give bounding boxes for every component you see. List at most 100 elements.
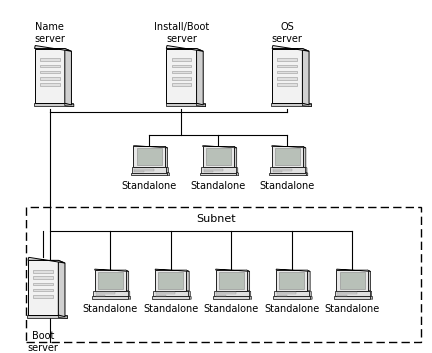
Bar	[340, 271, 365, 289]
Polygon shape	[65, 103, 74, 107]
Bar	[271, 103, 311, 106]
Polygon shape	[126, 270, 129, 291]
Bar	[203, 171, 213, 172]
Bar	[206, 148, 231, 165]
Bar	[33, 270, 53, 273]
Polygon shape	[133, 145, 168, 148]
Bar	[337, 270, 368, 291]
Polygon shape	[234, 146, 237, 168]
Bar	[219, 271, 244, 289]
Bar	[272, 48, 302, 103]
Polygon shape	[305, 173, 308, 176]
Bar	[40, 71, 60, 73]
Bar	[214, 291, 248, 296]
Bar	[337, 292, 356, 294]
Bar	[203, 146, 234, 167]
Polygon shape	[307, 270, 310, 291]
Polygon shape	[369, 291, 372, 297]
Bar	[273, 169, 292, 171]
Bar	[200, 173, 236, 175]
Bar	[172, 77, 191, 79]
Bar	[26, 207, 421, 342]
Bar	[337, 295, 347, 296]
Bar	[93, 291, 127, 296]
Text: Standalone: Standalone	[324, 304, 380, 314]
Polygon shape	[216, 269, 250, 271]
Bar	[28, 261, 58, 315]
Bar	[40, 65, 60, 67]
Bar	[277, 58, 297, 61]
Bar	[276, 270, 307, 291]
Polygon shape	[127, 291, 130, 297]
Polygon shape	[166, 46, 203, 51]
Bar	[155, 270, 186, 291]
Polygon shape	[95, 269, 129, 271]
Bar	[27, 315, 67, 317]
Bar	[156, 295, 165, 296]
Polygon shape	[203, 145, 237, 148]
Polygon shape	[309, 291, 311, 297]
Bar	[216, 292, 235, 294]
Bar	[273, 296, 310, 299]
Bar	[172, 71, 191, 73]
Bar	[40, 77, 60, 79]
Bar	[277, 83, 297, 86]
Bar	[277, 292, 296, 294]
Bar	[33, 276, 53, 279]
Bar	[95, 292, 114, 294]
Polygon shape	[370, 296, 372, 299]
Bar	[165, 103, 205, 106]
Polygon shape	[235, 167, 238, 173]
Bar	[153, 291, 188, 296]
Bar	[137, 148, 162, 165]
Bar	[213, 296, 249, 299]
Polygon shape	[368, 270, 371, 291]
Bar	[172, 83, 191, 86]
Bar	[132, 167, 166, 173]
Bar	[216, 270, 247, 291]
Polygon shape	[189, 296, 191, 299]
Bar	[216, 295, 226, 296]
Bar	[270, 167, 305, 173]
Polygon shape	[276, 269, 310, 271]
Text: Standalone: Standalone	[264, 304, 319, 314]
Bar	[279, 271, 304, 289]
Polygon shape	[58, 315, 67, 318]
Bar	[269, 173, 305, 175]
Polygon shape	[302, 48, 309, 105]
Text: OS
server: OS server	[272, 22, 303, 44]
Bar	[277, 295, 286, 296]
Bar	[40, 58, 60, 61]
Bar	[277, 65, 297, 67]
Bar	[95, 270, 126, 291]
Polygon shape	[167, 173, 169, 176]
Bar	[274, 291, 309, 296]
Bar	[334, 296, 370, 299]
Polygon shape	[166, 167, 168, 173]
Text: Standalone: Standalone	[203, 304, 259, 314]
Bar	[95, 295, 105, 296]
Text: Standalone: Standalone	[83, 304, 138, 314]
Bar	[277, 71, 297, 73]
Polygon shape	[272, 145, 306, 148]
Polygon shape	[155, 269, 189, 271]
Polygon shape	[165, 146, 168, 168]
Polygon shape	[128, 296, 130, 299]
Polygon shape	[65, 48, 71, 105]
Polygon shape	[197, 48, 203, 105]
Bar	[275, 148, 300, 165]
Bar	[134, 171, 144, 172]
Polygon shape	[249, 296, 251, 299]
Bar	[131, 173, 167, 175]
Text: Subnet: Subnet	[196, 214, 236, 223]
Polygon shape	[272, 46, 309, 51]
Bar	[156, 292, 175, 294]
Bar	[172, 65, 191, 67]
Polygon shape	[28, 257, 65, 263]
Bar	[33, 283, 53, 285]
Polygon shape	[186, 270, 189, 291]
Bar	[133, 146, 165, 167]
Polygon shape	[35, 46, 71, 51]
Polygon shape	[337, 269, 371, 271]
Bar	[33, 295, 53, 298]
